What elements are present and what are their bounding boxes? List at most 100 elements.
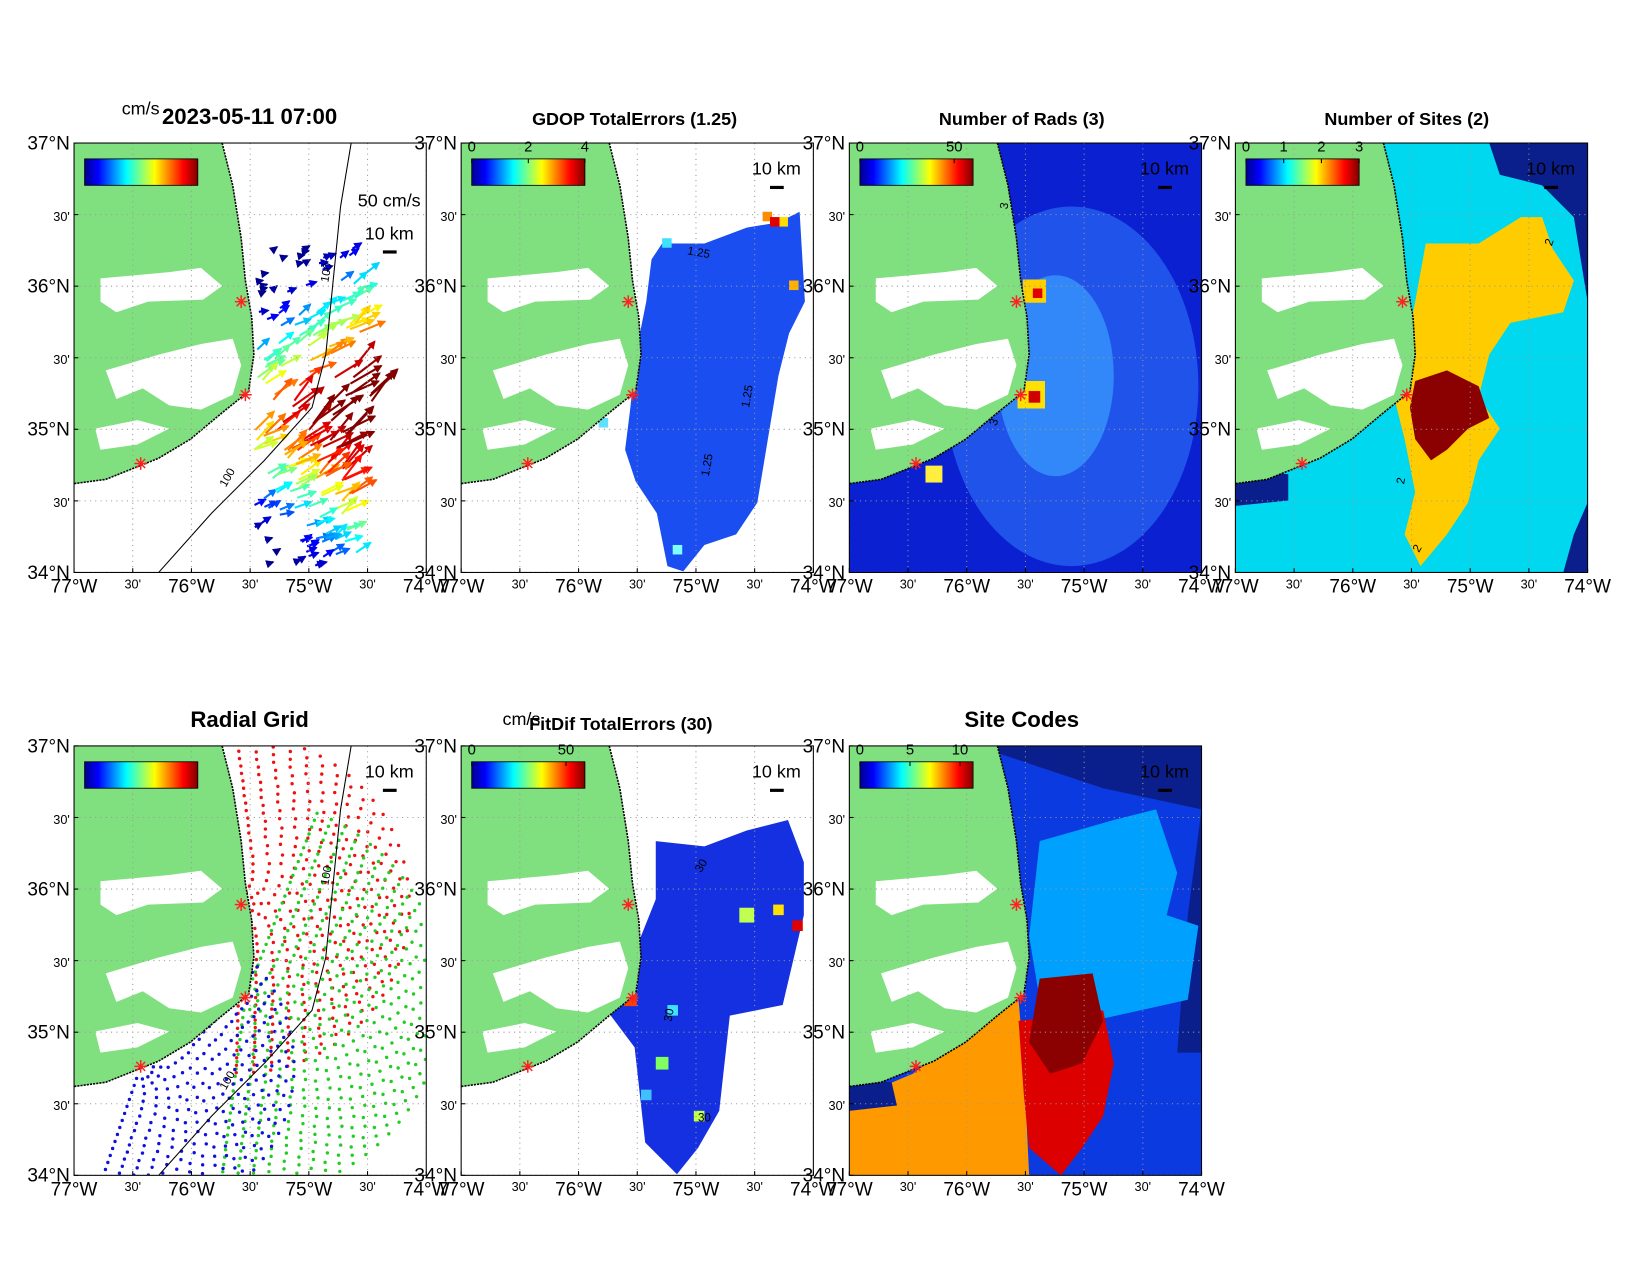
grid-point bbox=[418, 1072, 422, 1076]
grid-point bbox=[403, 1099, 408, 1103]
y-tick-label: 30' bbox=[829, 353, 846, 367]
map-panel: 0 5 10 10 km 37°N 30' 36°N 30' 35°N 30' 34°N77°W 30… bbox=[803, 736, 1225, 1200]
grid-point bbox=[257, 1121, 261, 1125]
y-tick-label: 30' bbox=[53, 496, 70, 510]
grid-point bbox=[297, 1155, 301, 1159]
grid-point bbox=[392, 903, 397, 908]
grid-point bbox=[228, 1111, 233, 1115]
grid-point bbox=[329, 860, 334, 864]
grid-point bbox=[274, 1108, 278, 1112]
grid-point bbox=[241, 1120, 245, 1124]
grid-point bbox=[404, 926, 409, 930]
grid-point bbox=[233, 1074, 237, 1079]
grid-point bbox=[342, 869, 346, 873]
contour-label: 30 bbox=[662, 1007, 677, 1023]
current-vector bbox=[351, 479, 378, 495]
current-vector bbox=[303, 421, 332, 441]
x-tick-label: 74°W bbox=[403, 1179, 450, 1200]
grid-point bbox=[337, 989, 341, 993]
current-vector bbox=[339, 250, 350, 259]
grid-point bbox=[378, 1069, 382, 1073]
y-tick-label: 30' bbox=[53, 210, 70, 224]
grid-point bbox=[269, 1078, 273, 1083]
grid-point bbox=[271, 1022, 275, 1026]
grid-point bbox=[292, 791, 297, 795]
grid-point bbox=[307, 849, 311, 853]
grid-point bbox=[272, 893, 277, 897]
grid-point bbox=[267, 1169, 271, 1174]
grid-point bbox=[373, 1044, 377, 1049]
current-vector bbox=[279, 502, 296, 511]
grid-point bbox=[379, 968, 383, 973]
grid-point bbox=[288, 909, 293, 913]
grid-point bbox=[234, 1070, 238, 1075]
grid-point bbox=[345, 802, 349, 807]
grid-point bbox=[282, 1159, 286, 1163]
grid-point bbox=[237, 1045, 241, 1049]
grid-point bbox=[334, 823, 338, 827]
grid-point bbox=[251, 1171, 256, 1175]
grid-point bbox=[380, 1046, 385, 1050]
x-tick-label: 30' bbox=[900, 1180, 917, 1194]
grid-point bbox=[343, 872, 348, 876]
y-tick-label: 36°N bbox=[414, 879, 457, 900]
grid-point bbox=[288, 1095, 292, 1099]
grid-point bbox=[217, 1052, 221, 1056]
grid-point bbox=[204, 1109, 209, 1113]
grid-point bbox=[264, 878, 269, 883]
grid-point bbox=[185, 1081, 190, 1085]
map-panel: 30 30 30 0 50 cm/s 10 km 37°N 30' 36°N 30' 35°N 30' 3… bbox=[414, 709, 836, 1201]
grid-point bbox=[267, 861, 272, 866]
current-vector bbox=[349, 364, 383, 385]
grid-point bbox=[279, 1002, 283, 1006]
current-vector bbox=[253, 435, 275, 451]
grid-point bbox=[363, 1124, 367, 1128]
grid-point bbox=[315, 999, 319, 1003]
grid-point bbox=[241, 1145, 246, 1150]
grid-point bbox=[185, 1098, 189, 1102]
grid-point bbox=[302, 917, 306, 921]
sound bbox=[870, 1023, 945, 1053]
grid-point bbox=[409, 888, 414, 893]
grid-point bbox=[405, 929, 409, 933]
grid-point bbox=[343, 825, 347, 829]
grid-point bbox=[314, 984, 319, 988]
grid-point bbox=[275, 957, 279, 962]
grid-point bbox=[192, 1150, 196, 1155]
grid-point bbox=[402, 974, 407, 978]
sound bbox=[482, 1023, 557, 1053]
field-cell bbox=[693, 1110, 705, 1122]
scale-label: 10 km bbox=[752, 159, 801, 179]
grid-point bbox=[276, 1131, 281, 1136]
grid-point bbox=[343, 1005, 348, 1009]
grid-point bbox=[357, 940, 361, 944]
grid-point bbox=[307, 916, 311, 921]
x-tick-label: 30' bbox=[746, 577, 763, 591]
grid-point bbox=[278, 842, 283, 847]
grid-point bbox=[267, 994, 271, 999]
grid-point bbox=[277, 949, 281, 954]
y-tick-label: 37°N bbox=[1189, 133, 1231, 154]
grid-point bbox=[252, 1168, 256, 1172]
grid-point bbox=[223, 1047, 228, 1051]
grid-point bbox=[336, 1065, 341, 1070]
grid-point bbox=[276, 1092, 280, 1096]
grid-point bbox=[265, 1048, 270, 1052]
grid-point bbox=[352, 985, 356, 989]
grid-point bbox=[288, 960, 292, 964]
grid-point bbox=[180, 1071, 185, 1075]
y-tick-label: 35°N bbox=[27, 1023, 70, 1044]
grid-point bbox=[335, 773, 339, 778]
grid-point bbox=[360, 1094, 365, 1099]
grid-point bbox=[318, 1051, 322, 1055]
current-vector bbox=[266, 313, 280, 322]
grid-point bbox=[339, 1028, 344, 1032]
current-vector bbox=[278, 304, 290, 315]
map-body: 1.25 1.25 1.25 bbox=[461, 143, 814, 573]
grid-point bbox=[302, 1049, 307, 1053]
grid-point bbox=[347, 1021, 352, 1025]
grid-point bbox=[323, 1160, 327, 1165]
grid-point bbox=[237, 1110, 242, 1114]
x-tick-label: 30' bbox=[512, 577, 529, 591]
grid-point bbox=[255, 949, 260, 954]
